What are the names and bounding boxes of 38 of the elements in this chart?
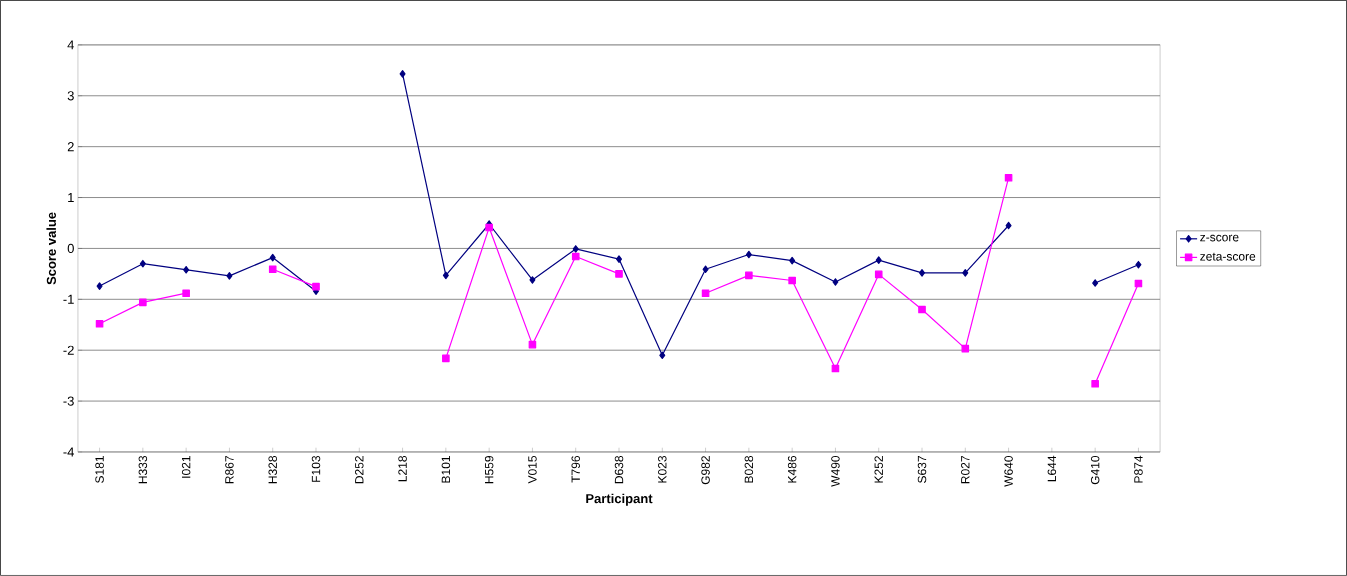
- y-tick-label: 4: [67, 40, 75, 50]
- x-tick-label: B101: [441, 456, 451, 483]
- x-tick-label: H333: [138, 456, 148, 484]
- y-tick-label: -4: [63, 447, 75, 457]
- y-tick-label: -1: [63, 294, 74, 304]
- x-tick-label: V015: [528, 456, 537, 484]
- x-tick-label: R027: [961, 456, 970, 484]
- x-tick-label: H328: [268, 456, 277, 484]
- x-tick-label: G982: [701, 456, 710, 485]
- y-tick-label: 3: [67, 91, 74, 101]
- x-tick-label: P874: [1134, 455, 1143, 483]
- x-axis-title: Participant: [586, 493, 653, 506]
- x-tick-label: K023: [658, 456, 667, 483]
- x-tick-label: T796: [571, 456, 580, 483]
- x-tick-label: I021: [181, 456, 191, 478]
- x-tick-label: W490: [831, 456, 840, 487]
- y-axis-title: Score value: [46, 212, 56, 285]
- x-tick-label: S181: [95, 456, 104, 484]
- x-tick-label: K252: [874, 456, 883, 483]
- legend-label: zeta-score: [1200, 252, 1256, 261]
- x-tick-label: H559: [484, 456, 494, 484]
- x-tick-label: S637: [917, 456, 927, 484]
- y-tick-label: 1: [68, 193, 74, 203]
- x-tick-label: F103: [311, 456, 321, 482]
- x-tick-label: B028: [744, 456, 754, 483]
- x-tick-label: G410: [1090, 456, 1100, 485]
- x-tick-label: D638: [614, 456, 624, 484]
- legend-label: z-score: [1200, 234, 1239, 242]
- x-tick-label: K486: [787, 456, 797, 483]
- y-tick-label: -3: [63, 396, 74, 406]
- x-tick-label: L218: [398, 456, 407, 482]
- x-tick-label: R867: [225, 456, 234, 484]
- y-tick-label: 2: [67, 142, 74, 152]
- y-tick-label: -2: [63, 345, 74, 355]
- y-tick-label: 0: [67, 243, 74, 254]
- x-tick-label: W640: [1004, 456, 1013, 487]
- x-tick-label: D252: [355, 456, 364, 484]
- x-tick-label: L644: [1047, 455, 1057, 482]
